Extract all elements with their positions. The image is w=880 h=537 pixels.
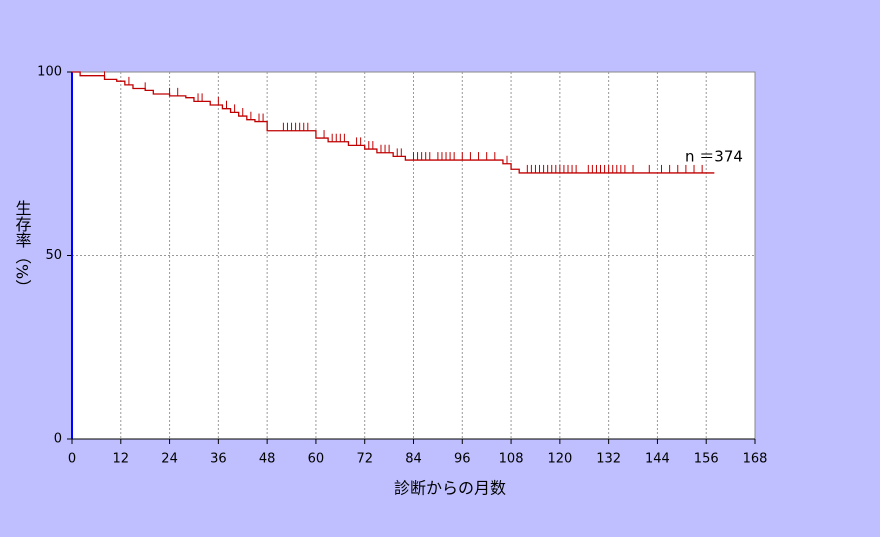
x-tick-label: 108 xyxy=(499,452,524,467)
survival-curve xyxy=(72,71,715,174)
x-tick-label: 12 xyxy=(113,452,130,467)
x-tick-label: 132 xyxy=(596,452,621,467)
x-tick-label: 96 xyxy=(454,452,471,467)
x-axis-label: 診断からの月数 xyxy=(394,479,506,498)
x-tick-label: 84 xyxy=(405,452,422,467)
x-tick-label: 156 xyxy=(694,452,719,467)
x-tick-label: 0 xyxy=(68,452,76,467)
x-tick-label: 36 xyxy=(210,452,227,467)
x-tick-label: 72 xyxy=(356,452,373,467)
x-tick-label: 48 xyxy=(259,452,276,467)
x-tick-label: 120 xyxy=(547,452,572,467)
y-tick-label: 50 xyxy=(45,248,62,263)
x-tick-label: 144 xyxy=(645,452,670,467)
x-tick-label: 60 xyxy=(308,452,325,467)
y-axis-label: 生存率（%） xyxy=(13,200,32,295)
y-tick-label: 100 xyxy=(37,65,62,80)
x-tick-label: 168 xyxy=(743,452,768,467)
x-tick-label: 24 xyxy=(161,452,178,467)
y-tick-label: 0 xyxy=(54,432,62,447)
annotation: n ＝374 xyxy=(685,148,743,166)
